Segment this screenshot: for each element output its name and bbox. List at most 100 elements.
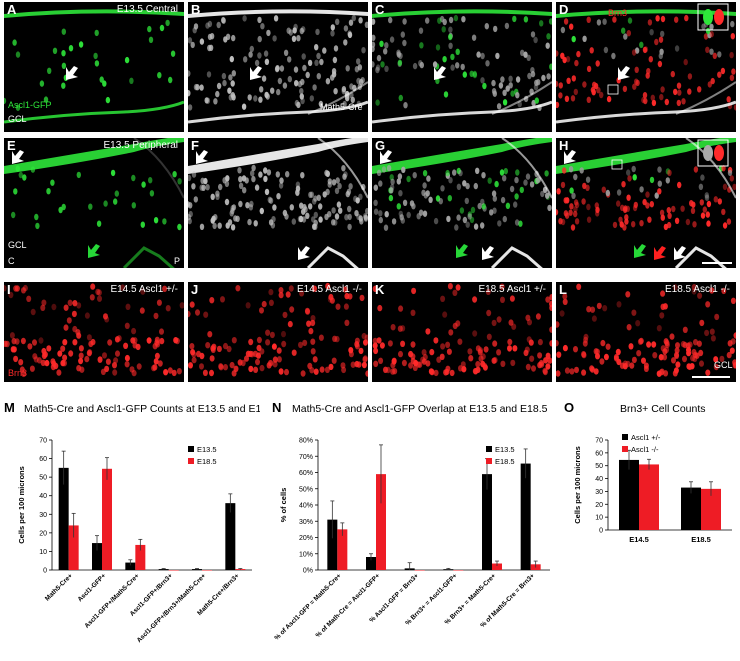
panel-label-p: P — [174, 256, 181, 266]
panel-k-image — [372, 283, 552, 377]
panel-letter: B — [191, 2, 201, 17]
y-tick-label: 30% — [299, 519, 313, 526]
panel-letter: K — [375, 282, 385, 297]
bar-ascl1- — [681, 487, 701, 530]
x-tick-label: % of Math-Cre = Ascl1-GFP+ — [315, 572, 382, 639]
panel-h: H — [556, 138, 736, 268]
x-tick-label: E14.5 — [629, 535, 649, 544]
white-arrow-icon — [12, 150, 24, 164]
chart-letter: N — [272, 400, 281, 415]
legend-entry: E13.5 — [486, 445, 515, 454]
chart-title: Math5-Cre and Ascl1-GFP Counts at E13.5 … — [24, 403, 260, 415]
panel-k: K E18.5 Ascl1 +/- — [372, 282, 552, 382]
white-arrow-icon — [66, 66, 78, 80]
panel-f: F — [188, 138, 368, 268]
small-box — [611, 159, 623, 170]
bar-e18-5 — [168, 570, 179, 571]
y-tick-label: 50 — [595, 463, 603, 470]
y-tick-label: 60% — [299, 470, 313, 477]
y-tick-label: 10 — [39, 549, 47, 556]
y-tick-label: 20% — [299, 535, 313, 542]
bar-e13-5 — [520, 463, 531, 570]
red-arrow-icon — [654, 246, 666, 260]
panel-letter: H — [559, 138, 569, 153]
y-tick-label: 40 — [39, 493, 47, 500]
panel-label-brn3: Brn3 — [608, 8, 628, 18]
y-tick-label: 70 — [595, 438, 603, 445]
bar-e18-5 — [376, 474, 386, 570]
panel-g: G — [372, 138, 552, 268]
panel-title: E18.5 Ascl1 +/- — [478, 284, 546, 295]
panel-letter: I — [7, 282, 11, 297]
y-tick-label: 10% — [299, 551, 313, 558]
bar-e13-5 — [225, 503, 236, 570]
panel-title: E18.5 Ascl1 -/- — [664, 284, 730, 295]
chart-letter: O — [564, 400, 574, 415]
panel-l-image — [556, 283, 736, 378]
bar-e13-5 — [58, 467, 69, 570]
y-tick-label: 70% — [299, 454, 313, 461]
y-tick-label: 30 — [595, 489, 603, 496]
bar-ascl1- — [639, 464, 659, 530]
panel-letter: F — [191, 138, 199, 153]
panel-title: E14.5 Ascl1 -/- — [296, 284, 362, 295]
white-arrow-icon — [674, 246, 686, 260]
bar-e18-5 — [102, 468, 112, 570]
legend-label: Ascl1 +/- — [631, 433, 661, 442]
panel-label-c: C — [8, 256, 15, 266]
legend-label: E18.5 — [495, 457, 515, 466]
y-tick-label: 70 — [39, 438, 47, 445]
legend-entry: Ascl1 +/- — [622, 433, 661, 442]
white-arrow-icon — [564, 150, 576, 164]
panel-i: I E14.5 Ascl1 +/- Brn3 — [4, 282, 184, 382]
bar-e13-5 — [366, 557, 376, 570]
legend-label: E13.5 — [495, 445, 515, 454]
y-tick-label: 20 — [595, 502, 603, 509]
y-tick-label: 40 — [595, 476, 603, 483]
x-tick-label: Math5-Cre+ — [44, 572, 74, 602]
y-tick-label: 60 — [595, 450, 603, 457]
y-tick-label: 0 — [599, 528, 603, 535]
panel-title: E13.5 Peripheral — [103, 140, 179, 151]
chart-letter: M — [4, 400, 15, 415]
x-tick-label: E18.5 — [691, 535, 711, 544]
panel-letter: D — [559, 2, 569, 17]
legend-label: E13.5 — [197, 445, 217, 454]
x-tick-label: % of Ascl1-GFP = Math5-Cre+ — [273, 572, 342, 641]
y-tick-label: 50 — [39, 475, 47, 482]
legend-swatch — [188, 446, 194, 452]
panel-label-gcl: GCL — [8, 240, 27, 250]
panel-title: E13.5 Central — [116, 4, 178, 15]
panel-l: L E18.5 Ascl1 -/- GCL — [556, 282, 736, 382]
panel-c: C — [372, 2, 552, 132]
bar-ascl1- — [701, 488, 721, 530]
panel-letter: L — [559, 282, 567, 297]
y-axis-label: Cells per 100 microns — [573, 446, 582, 524]
y-axis-label: % of cells — [279, 488, 288, 523]
legend-swatch — [622, 434, 628, 440]
panel-j-image — [188, 282, 368, 377]
bar-e13-5 — [327, 519, 338, 570]
bar-e13-5 — [125, 562, 136, 570]
y-tick-label: 0 — [43, 568, 47, 575]
legend-entry: E18.5 — [486, 457, 515, 466]
bar-e18-5 — [492, 563, 502, 570]
y-tick-label: 50% — [299, 486, 313, 493]
y-tick-label: 10 — [595, 515, 603, 522]
y-tick-label: 20 — [39, 530, 47, 537]
y-tick-label: 60 — [39, 456, 47, 463]
panel-label-ascl1-gfp: Ascl1-GFP — [8, 100, 52, 110]
panel-a-image — [4, 9, 184, 124]
legend-swatch — [486, 458, 492, 464]
y-tick-label: 0% — [303, 568, 313, 575]
white-arrow-icon — [482, 246, 494, 260]
green-arrow-icon — [88, 244, 100, 258]
chart-o: O Brn3+ Cell Counts 0 10 20 30 40 50 60 70 Cells p… — [560, 392, 740, 656]
green-arrow-icon — [634, 244, 646, 258]
bar-e13-5 — [482, 474, 492, 570]
bar-e18-5 — [337, 529, 348, 570]
chart-m: M Math5-Cre and Ascl1-GFP Counts at E13.5… — [0, 392, 276, 656]
y-tick-label: 30 — [39, 512, 47, 519]
bar-e13-5 — [92, 543, 102, 570]
panel-label-gcl: GCL — [8, 114, 27, 124]
